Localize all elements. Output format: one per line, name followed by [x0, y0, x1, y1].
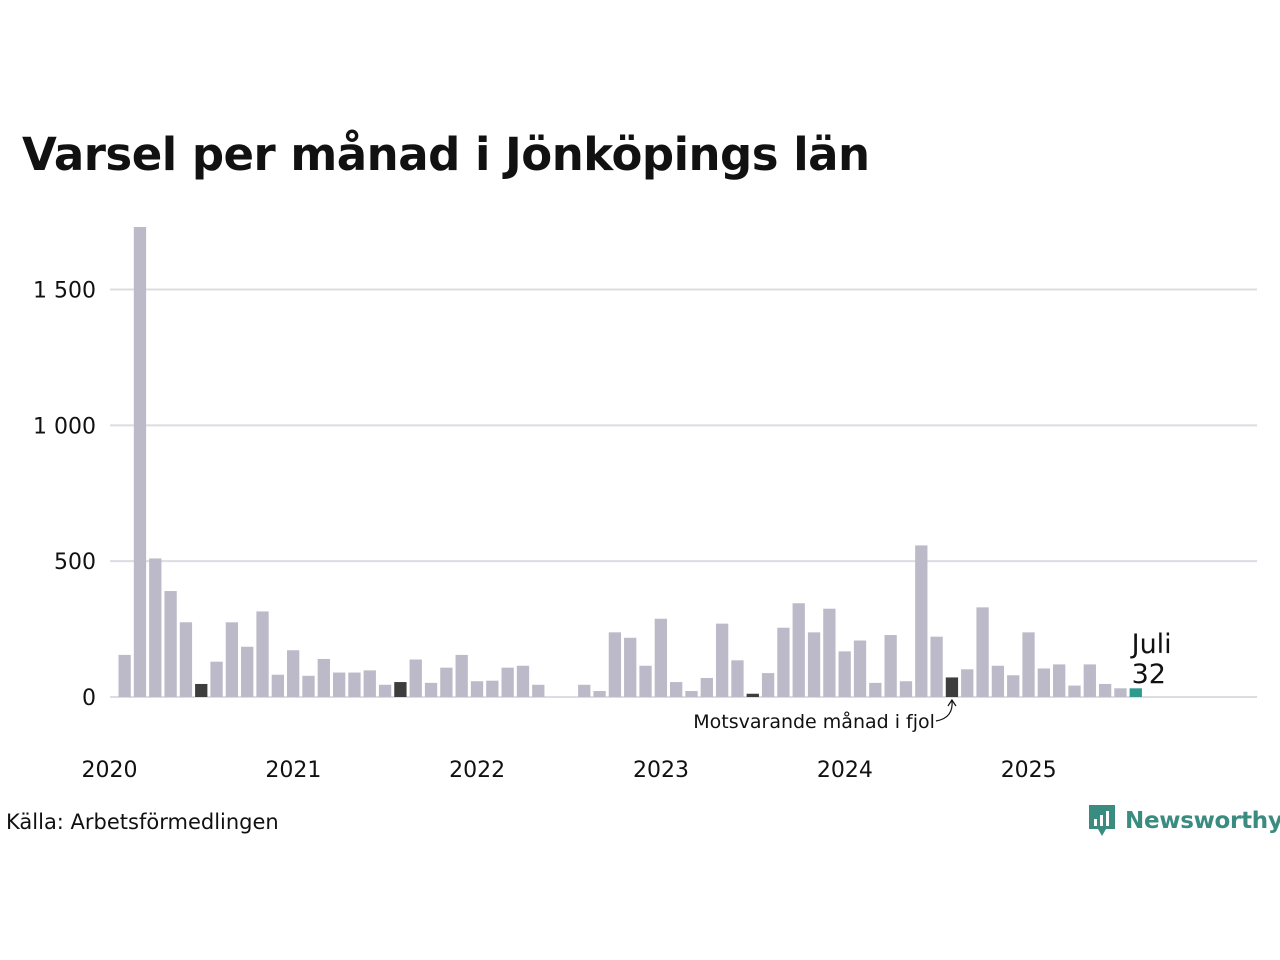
chart-title: Varsel per månad i Jönköpings län: [22, 128, 870, 181]
bar-2020-06: [195, 683, 208, 697]
bar-2021-06: [378, 684, 392, 697]
y-tick-label: 0: [82, 686, 96, 711]
bar-2022-10: [624, 637, 637, 697]
bar-2021-07: [394, 682, 407, 697]
bar-2024-03: [884, 635, 897, 697]
bar-2024-02: [869, 682, 882, 697]
bar-2025-06: [1114, 688, 1127, 697]
gridlines: [110, 288, 1257, 698]
y-tick-label: 1 500: [33, 278, 96, 303]
y-tick-label: 1 000: [33, 414, 96, 439]
bar-2022-03: [516, 665, 530, 697]
bar-2023-11: [823, 608, 836, 697]
x-tick-label: 2022: [449, 758, 505, 783]
bar-2020-03: [149, 558, 162, 697]
bar-2024-08: [961, 669, 974, 697]
bar-2023-05: [731, 660, 744, 697]
bar-2021-10: [440, 667, 453, 697]
bar-2022-11: [639, 665, 652, 697]
bar-2024-09: [976, 607, 989, 697]
x-tick-label: 2020: [82, 758, 138, 783]
bar-2023-09: [792, 603, 805, 697]
bar-2024-10: [991, 665, 1005, 697]
bar-2024-07: [945, 677, 959, 697]
bar-2024-01: [853, 640, 867, 697]
bar-2022-02: [501, 667, 514, 697]
current-value-label: 32: [1132, 659, 1166, 690]
prev-year-arrowhead: [947, 698, 957, 707]
bar-2022-08: [593, 691, 606, 697]
bar-2022-04: [532, 684, 545, 697]
prev-year-label: Motsvarande månad i fjol: [693, 710, 935, 733]
bar-2025-07: [1129, 688, 1142, 697]
y-axis-ticks: 0 500 1 000 1 500: [33, 278, 96, 711]
bar-2024-12: [1022, 632, 1035, 697]
bar-2020-05: [179, 622, 193, 697]
x-axis-ticks: 2020 2021 2022 2023 2024 2025: [82, 758, 1057, 783]
bar-2021-02: [317, 658, 330, 697]
x-tick-label: 2021: [265, 758, 321, 783]
bar-2025-04: [1083, 664, 1096, 697]
bar-2020-11: [271, 674, 284, 697]
bar-2023-03: [700, 677, 713, 697]
bar-2023-04: [715, 623, 729, 697]
current-month-label: Juli: [1130, 629, 1172, 660]
bar-2022-12: [654, 618, 667, 697]
annotations: Juli 32 Motsvarande månad i fjol: [693, 629, 1171, 733]
bar-2020-07: [210, 661, 223, 697]
bar-2021-01: [302, 675, 315, 697]
bar-2020-09: [241, 646, 254, 697]
brand-name: Newsworthy: [1125, 808, 1280, 834]
bar-2021-12: [470, 681, 484, 697]
bar-2021-03: [332, 672, 346, 697]
bar-2021-05: [363, 670, 376, 697]
x-tick-label: 2023: [633, 758, 689, 783]
bar-2025-03: [1068, 685, 1081, 697]
bars: [118, 227, 1142, 697]
bar-2023-12: [838, 651, 851, 697]
y-tick-label: 500: [54, 550, 96, 575]
bar-2024-04: [899, 681, 913, 697]
bar-2025-05: [1098, 683, 1112, 697]
bar-2021-09: [424, 682, 438, 697]
bar-2022-07: [578, 684, 591, 697]
bar-2023-02: [685, 691, 698, 697]
bar-2022-09: [608, 632, 622, 697]
bar-2024-05: [915, 545, 928, 697]
newsworthy-logo-icon: [1089, 805, 1115, 836]
bar-2022-01: [486, 680, 499, 697]
bar-2023-08: [777, 627, 790, 697]
bar-2020-08: [225, 622, 239, 697]
bar-2025-01: [1037, 668, 1050, 697]
bar-2020-10: [256, 611, 269, 697]
bar-2020-02: [133, 227, 147, 697]
x-tick-label: 2024: [817, 758, 873, 783]
bar-2020-04: [164, 591, 177, 697]
bar-2021-11: [455, 654, 468, 697]
bar-2020-01: [118, 654, 131, 697]
bar-2025-02: [1053, 664, 1066, 697]
bar-2021-08: [409, 659, 422, 697]
bar-2023-07: [761, 673, 775, 697]
source-note: Källa: Arbetsförmedlingen: [6, 810, 279, 834]
bar-2021-04: [348, 672, 361, 697]
prev-year-arrow: [935, 699, 953, 722]
bar-2023-01: [670, 682, 683, 697]
x-tick-label: 2025: [1001, 758, 1057, 783]
bar-2023-10: [807, 632, 821, 697]
bar-2024-06: [930, 636, 943, 697]
bar-2024-11: [1007, 675, 1020, 697]
brand-logo: Newsworthy: [1087, 803, 1280, 839]
bar-2020-12: [287, 650, 300, 697]
bar-2023-06: [746, 693, 759, 697]
